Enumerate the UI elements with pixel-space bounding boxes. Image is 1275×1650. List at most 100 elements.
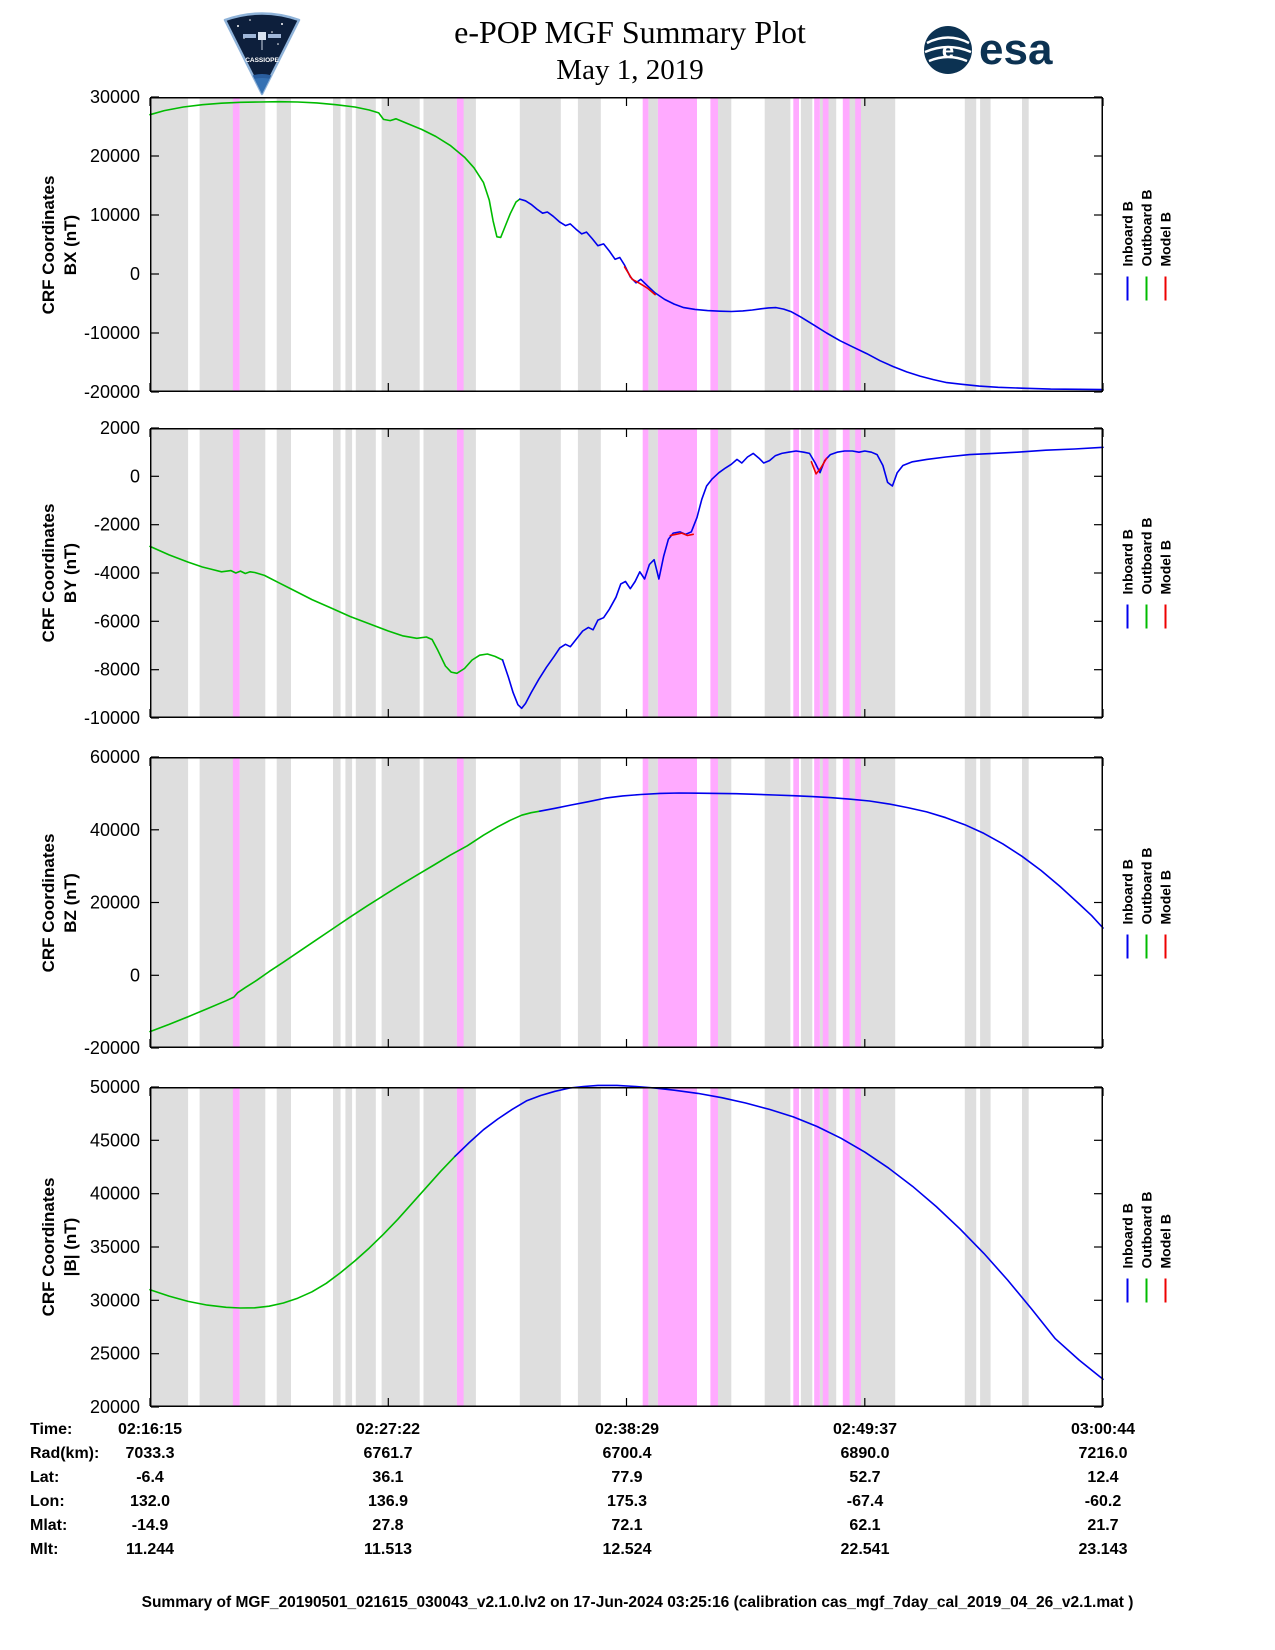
band-magenta (710, 97, 718, 392)
legend-label: Inboard B (1119, 858, 1135, 924)
band-gray (648, 97, 658, 392)
info-value: 23.143 (1078, 1541, 1128, 1558)
band-magenta (657, 97, 697, 392)
band-gray (381, 428, 420, 718)
band-magenta (814, 97, 820, 392)
band-gray (355, 757, 376, 1048)
legend-bx: Inboard B Outboard B Model B (1106, 97, 1186, 392)
band-gray (964, 97, 977, 392)
info-value: 21.7 (1087, 1517, 1119, 1534)
legend-entry: Inboard B (1118, 189, 1137, 300)
y-tick-label: 25000 (90, 1344, 140, 1364)
band-magenta (232, 757, 240, 1048)
band-gray (1022, 757, 1029, 1048)
band-gray (276, 1087, 291, 1407)
legend-label: Model B (1157, 1214, 1173, 1269)
band-gray (764, 428, 791, 718)
band-gray (345, 757, 353, 1048)
series-model-b (623, 266, 656, 296)
info-row-lon: Lon: 132.0 136.9 175.3 -67.4 -60.2 (0, 1493, 1275, 1517)
y-tick-label: -6000 (94, 611, 140, 631)
band-magenta (456, 97, 464, 392)
band-gray (800, 428, 813, 718)
band-gray (333, 97, 341, 392)
y-tick-label: 35000 (90, 1237, 140, 1257)
band-gray (276, 97, 291, 392)
y-tick-label: 40000 (90, 820, 140, 840)
y-tick-label: 0 (130, 965, 140, 985)
band-magenta (855, 97, 861, 392)
info-value: 7033.3 (125, 1445, 175, 1462)
legend-line-sample (1145, 604, 1147, 629)
band-gray (718, 1087, 732, 1407)
legend-bmag: Inboard B Outboard B Model B (1106, 1087, 1186, 1407)
y-tick-label: 10000 (90, 205, 140, 225)
band-gray (718, 757, 732, 1048)
band-gray (764, 97, 791, 392)
footer-note: Summary of MGF_20190501_021615_030043_v2… (141, 1594, 1134, 1611)
series-inboard-b (454, 1084, 1104, 1381)
legend-label: Model B (1157, 540, 1173, 595)
band-gray (333, 1087, 341, 1407)
legend-line-sample (1126, 934, 1128, 958)
esa-globe-icon: e (924, 26, 972, 74)
info-row-radkm: Rad(km): 7033.3 6761.7 6700.4 6890.0 7216.0 (0, 1445, 1275, 1469)
band-magenta (842, 428, 850, 718)
info-value: 12.4 (1087, 1469, 1119, 1486)
band-gray (577, 757, 601, 1048)
info-value: 132.0 (129, 1493, 171, 1510)
info-value: 7216.0 (1078, 1445, 1128, 1462)
band-magenta (814, 428, 820, 718)
info-value: 62.1 (849, 1517, 881, 1534)
legend-label: Model B (1157, 211, 1173, 266)
legend-line-sample (1164, 1278, 1166, 1303)
legend-line-sample (1164, 276, 1166, 300)
plot-date: May 1, 2019 (556, 54, 704, 86)
band-gray (764, 757, 791, 1048)
series-outboard-b (149, 100, 521, 239)
legend-by: Inboard B Outboard B Model B (1106, 428, 1186, 718)
series-inboard-b (518, 198, 1104, 391)
y-tick-label: -20000 (84, 382, 140, 402)
band-magenta (855, 428, 861, 718)
esa-wordmark: esa (979, 25, 1053, 74)
legend-entry: Outboard B (1137, 189, 1156, 300)
band-gray (239, 1087, 266, 1407)
band-magenta (842, 97, 850, 392)
info-row-label: Lat: (30, 1469, 60, 1486)
info-row-label: Lon: (30, 1493, 65, 1510)
band-gray (423, 757, 457, 1048)
info-value: 136.9 (367, 1493, 409, 1510)
band-gray (381, 97, 420, 392)
y-tick-label: 20000 (90, 893, 140, 913)
plot-title: e-POP MGF Summary Plot (454, 14, 806, 50)
y-axis-label-by: CRF Coordinates BY (nT) (38, 503, 80, 643)
band-gray (333, 757, 341, 1048)
legend-entry: Model B (1156, 1192, 1175, 1303)
legend-line-sample (1145, 276, 1147, 300)
info-value: 36.1 (372, 1469, 404, 1486)
band-gray (519, 428, 561, 718)
band-gray (519, 757, 561, 1048)
y-tick-label: 0 (130, 466, 140, 486)
info-row-time: Time: 02:16:15 02:27:22 02:38:29 02:49:37 03:… (0, 1421, 1275, 1445)
band-gray (1022, 428, 1029, 718)
y-tick-label: 20000 (90, 146, 140, 166)
band-gray (1022, 1087, 1029, 1407)
band-gray (355, 97, 376, 392)
y-tick-label: -10000 (84, 323, 140, 343)
band-magenta (822, 97, 829, 392)
y-tick-label: 30000 (90, 1290, 140, 1310)
band-gray (1022, 97, 1029, 392)
info-value: -6.4 (136, 1469, 164, 1486)
y-tick-label: -2000 (94, 515, 140, 535)
y-tick-label: 45000 (90, 1130, 140, 1150)
band-magenta (456, 428, 464, 718)
esa-globe-letter: e (942, 38, 954, 63)
band-gray (800, 97, 813, 392)
legend-line-sample (1145, 1278, 1147, 1303)
info-row-label: Time: (30, 1421, 73, 1438)
legend-line-sample (1126, 1278, 1128, 1303)
band-magenta (822, 757, 829, 1048)
